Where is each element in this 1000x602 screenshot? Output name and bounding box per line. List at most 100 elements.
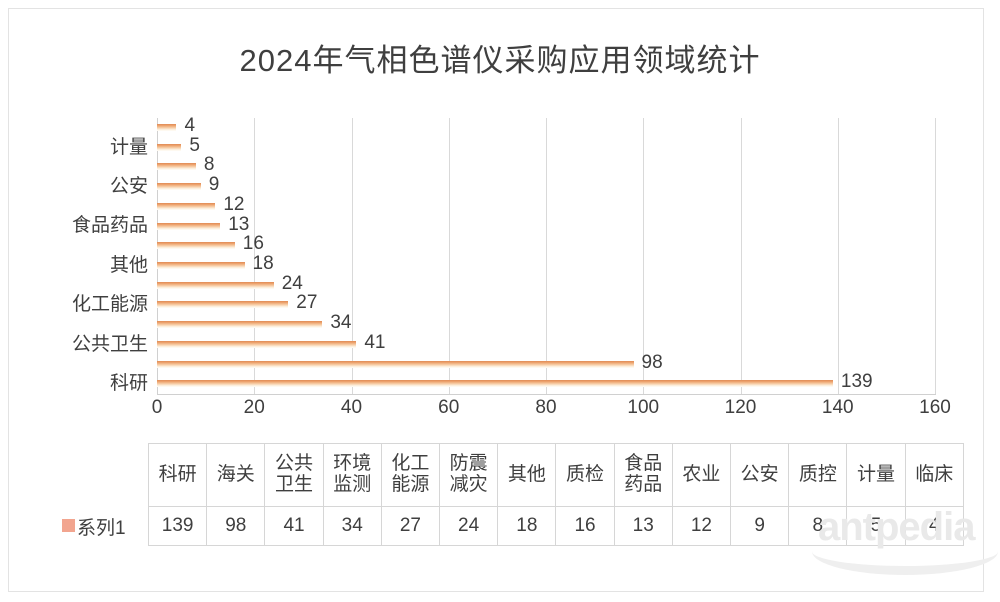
- x-axis-tick-labels: 0 20 40 60 80 100 120 140 160: [152, 397, 951, 425]
- table-header-cell: 科研: [147, 443, 208, 507]
- bar: [157, 281, 274, 289]
- x-tick-label: 20: [243, 397, 265, 418]
- y-axis-label: 计量: [109, 136, 148, 158]
- table-header-label: 质检: [566, 463, 605, 485]
- table-header-cell: 食品药品: [613, 443, 673, 507]
- table-value-cell: 8: [788, 506, 848, 546]
- table-header-label: 临床: [915, 463, 954, 485]
- table-value-cell: 9: [730, 506, 790, 546]
- bar-value-label: 5: [189, 134, 200, 156]
- x-tick-label: 40: [340, 397, 363, 418]
- bar-row: 13: [157, 214, 935, 237]
- bar-value-label: 139: [840, 371, 873, 393]
- bar: [157, 202, 216, 210]
- x-tick-label: 120: [724, 397, 757, 418]
- y-axis-label: 食品药品: [71, 215, 148, 237]
- bar: [157, 163, 196, 171]
- gridline: [254, 118, 256, 394]
- x-tick-label: 80: [535, 397, 557, 418]
- table-header-label: 食品药品: [624, 453, 663, 495]
- table-value-cell: 16: [555, 506, 615, 546]
- bar-row: 34: [157, 312, 935, 335]
- bar-row: 12: [157, 193, 935, 217]
- x-tick-label: 0: [151, 397, 163, 418]
- bar-row: 27: [157, 292, 935, 315]
- bar: [157, 242, 235, 250]
- table-value-cell: 41: [264, 506, 324, 546]
- gridline: [837, 118, 839, 394]
- x-tick-label: 100: [627, 397, 660, 418]
- bar-row: 9: [157, 174, 935, 197]
- bar: [157, 360, 634, 368]
- gridline: [448, 118, 450, 394]
- bar: [157, 143, 182, 151]
- bar-value-label: 16: [242, 233, 264, 255]
- table-header-cell: 环境监测: [322, 443, 382, 507]
- bar-row: 98: [157, 351, 935, 375]
- table-header-cell: 防震减灾: [439, 443, 499, 507]
- x-tick-label: 140: [821, 397, 854, 418]
- table-value-cell: 98: [206, 506, 266, 546]
- table-value-cell: 24: [439, 506, 499, 546]
- table-header-cell: 化工能源: [380, 443, 441, 507]
- table-corner-cell: [62, 444, 149, 507]
- y-axis-line: [157, 118, 158, 394]
- legend-swatch-icon: [62, 518, 75, 532]
- bar-row: 8: [157, 154, 935, 177]
- table-header-row: 科研 海关 公共卫生 环境监测 化工能源 防震减灾 其他 质检 食品药品 农业 公安 质控 计量 临床: [62, 443, 964, 507]
- y-axis-category-labels: 计量 公安 食品药品 其他 化工能源 公共卫生 科研: [0, 118, 148, 394]
- table-value-cell: 4: [904, 506, 964, 546]
- table-header-label: 科研: [158, 463, 197, 485]
- table-header-cell: 公共卫生: [264, 443, 324, 507]
- gridline: [643, 118, 645, 394]
- table-header-label: 其他: [507, 463, 546, 485]
- chart-title: 2024年气相色谱仪采购应用领域统计: [239, 43, 761, 78]
- x-tick-label: 160: [919, 397, 951, 418]
- bar-value-label: 12: [223, 193, 245, 215]
- bar-row: 41: [157, 331, 935, 355]
- bar-row: 5: [157, 134, 935, 158]
- bar-value-label: 9: [208, 174, 220, 196]
- table-header-label: 农业: [682, 463, 721, 485]
- table-header-label: 计量: [857, 463, 896, 485]
- gridline: [351, 118, 353, 394]
- table-header-label: 防震减灾: [449, 453, 488, 495]
- table-header-cell: 临床: [904, 443, 964, 507]
- bar-value-label: 98: [641, 351, 663, 373]
- bar-value-label: 34: [330, 312, 352, 334]
- table-header-cell: 质检: [555, 443, 615, 507]
- series-label: 系列1: [77, 517, 126, 539]
- table-header-cell: 其他: [497, 443, 557, 507]
- plot-area: 4 5 8 9 12 13 16 18 24 27 34 41 98 139: [157, 115, 936, 394]
- bar-row: 24: [157, 273, 935, 296]
- bar-value-label: 41: [364, 331, 386, 353]
- gridline: [740, 118, 742, 394]
- table-value-row: 系列1 139 98 41 34 27 24 18 16 13 12 9 8 5 4: [62, 506, 964, 546]
- bar: [157, 380, 833, 388]
- bar-value-label: 27: [296, 292, 318, 314]
- x-axis-line: [157, 394, 936, 395]
- bar: [157, 321, 323, 329]
- data-table: 科研 海关 公共卫生 环境监测 化工能源 防震减灾 其他 质检 食品药品 农业 公安 质控 计量 临床系列…: [62, 443, 964, 546]
- table-header-label: 公安: [740, 463, 779, 485]
- gridline: [935, 118, 936, 394]
- table-series-legend-cell: 系列1: [62, 507, 149, 546]
- bar-row: 18: [157, 253, 935, 276]
- table-value-cell: 18: [497, 506, 557, 546]
- bar: [157, 124, 177, 131]
- table-header-label: 化工能源: [391, 453, 430, 495]
- bar-value-label: 18: [252, 253, 274, 274]
- y-axis-label: 公共卫生: [71, 333, 148, 355]
- gridline: [546, 118, 547, 394]
- table-value-cell: 27: [380, 506, 441, 546]
- table-value-cell: 13: [613, 506, 673, 546]
- x-tick-label: 60: [438, 397, 460, 418]
- table-header-cell: 公安: [730, 443, 790, 507]
- table-value-cell: 139: [147, 506, 208, 546]
- table-header-label: 海关: [216, 463, 255, 485]
- table-header-label: 质控: [798, 463, 837, 485]
- bar-value-label: 8: [203, 154, 215, 176]
- table-header-cell: 质控: [788, 443, 848, 507]
- bar-row: 16: [157, 233, 935, 256]
- table-header-cell: 计量: [846, 443, 906, 507]
